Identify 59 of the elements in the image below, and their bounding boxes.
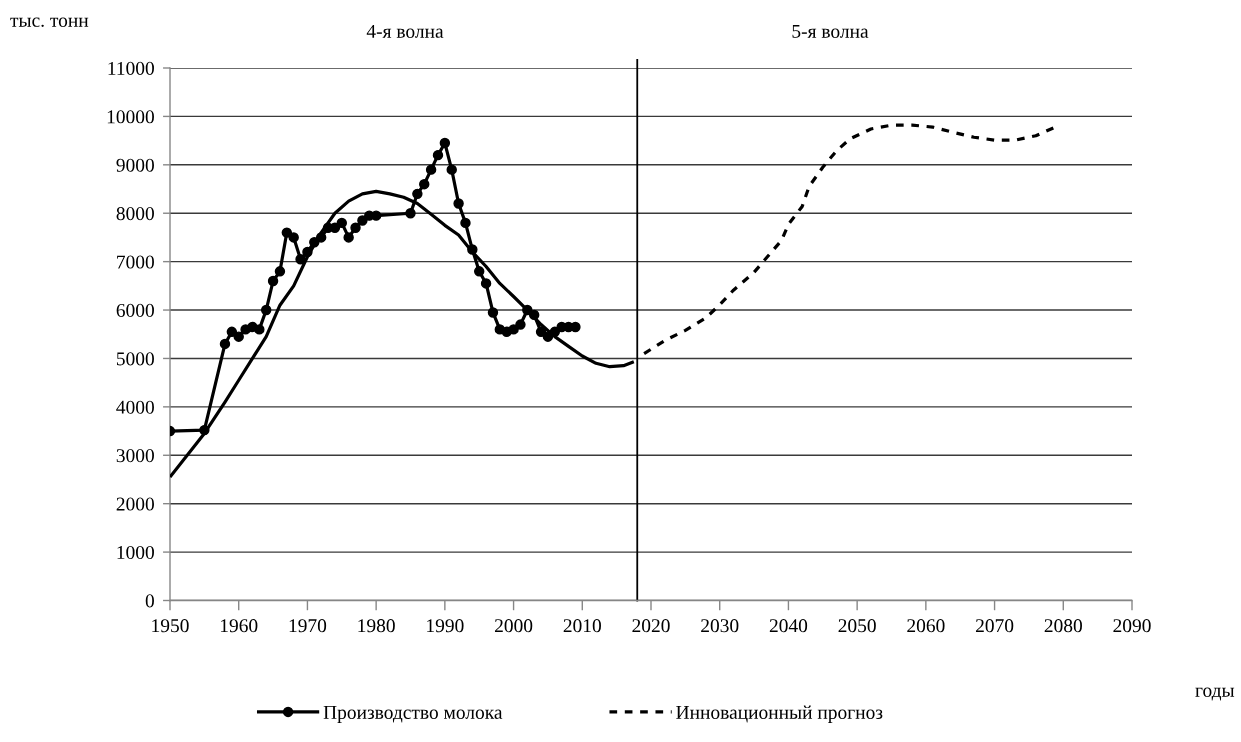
x-tick-label: 2070 (975, 619, 1014, 633)
y-tick-label: 0 (145, 594, 154, 608)
x-tick-label: 1970 (289, 619, 327, 633)
point (432, 149, 444, 161)
point (439, 137, 451, 149)
x-tick-label: 2010 (563, 619, 601, 633)
text: 4-я волна (366, 24, 444, 38)
point (267, 275, 279, 287)
x-tick-label: 2000 (494, 619, 533, 633)
y-tick-label: 8000 (116, 207, 154, 221)
point (480, 278, 492, 289)
point (405, 208, 416, 219)
x-tick-label: 1950 (152, 619, 189, 633)
point (233, 331, 244, 342)
y-tick-label: 10000 (107, 110, 154, 124)
point (474, 266, 485, 277)
point (350, 222, 361, 233)
point (515, 319, 526, 330)
x-tick-label: 2040 (769, 619, 808, 633)
y-tick-label: 6000 (116, 303, 154, 317)
y-tick-label: 7000 (117, 255, 154, 269)
y-tick-label: 2000 (116, 497, 154, 511)
text: 5-я волна (792, 24, 869, 38)
y-tick-label: 3000 (116, 449, 154, 463)
point (460, 217, 471, 229)
point (336, 217, 347, 229)
x-tick-label: 1980 (358, 619, 395, 633)
y-tick-label: 4000 (116, 400, 154, 414)
y-tick-label: 5000 (116, 352, 154, 366)
y-tick-label: 11000 (108, 61, 154, 75)
y-axis-title: тыс. тонн (10, 17, 89, 27)
point (274, 266, 286, 277)
legend-label: Производство молока (323, 706, 503, 723)
point (254, 324, 265, 335)
x-axis-title: годы (1195, 687, 1235, 701)
point (226, 326, 238, 338)
point (425, 164, 437, 175)
x-tick-label: 2080 (1044, 619, 1082, 633)
point (343, 232, 354, 243)
y-tick-label: 9000 (116, 158, 154, 172)
point (446, 164, 457, 175)
point (412, 188, 423, 200)
x-tick-label: 1990 (427, 619, 464, 633)
point (357, 215, 368, 226)
x-tick-label: 2050 (838, 619, 876, 633)
point (419, 178, 430, 190)
y-tick-label: 1000 (117, 545, 154, 560)
point (487, 307, 499, 318)
x-tick-label: 2020 (632, 619, 670, 633)
point (453, 198, 464, 209)
point (288, 232, 299, 243)
x-tick-label: 2090 (1113, 619, 1151, 633)
point (219, 338, 231, 350)
point (260, 304, 272, 316)
x-tick-label: 2030 (701, 619, 739, 633)
legend-label: Инновационный прогноз (676, 705, 883, 723)
point (508, 324, 519, 335)
x-tick-label: 1960 (220, 619, 258, 633)
x-tick-label: 2060 (907, 619, 945, 633)
